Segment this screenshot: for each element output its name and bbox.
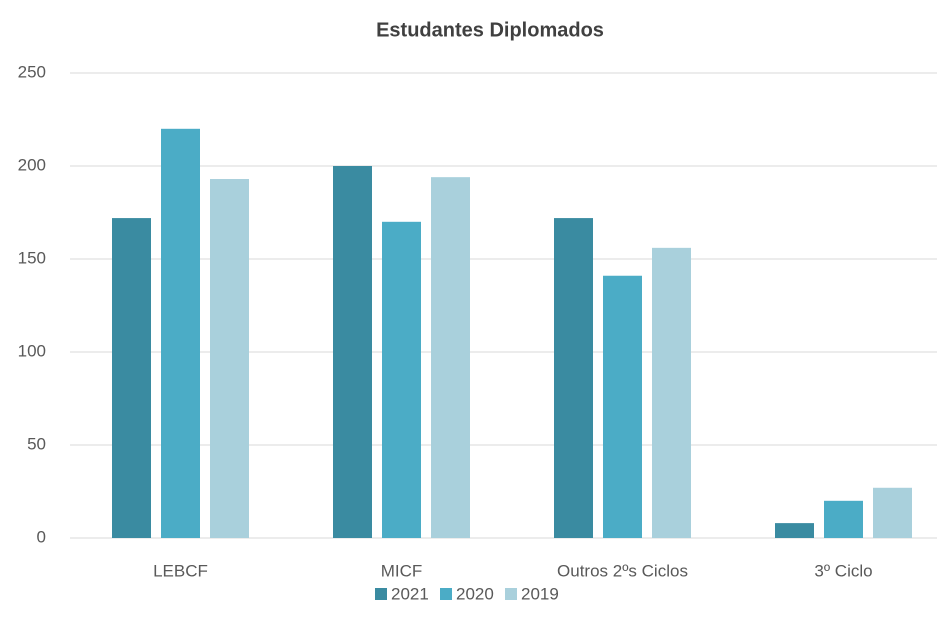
legend-swatch <box>440 588 452 600</box>
y-tick-label: 150 <box>18 248 46 267</box>
bar <box>824 500 863 538</box>
chart-title: Estudantes Diplomados <box>376 19 604 41</box>
x-tick-label: MICF <box>381 561 423 580</box>
y-tick-label: 0 <box>37 527 46 546</box>
bar <box>210 179 249 538</box>
y-tick-label: 200 <box>18 155 46 174</box>
legend-label: 2019 <box>521 584 559 603</box>
bar <box>112 218 151 538</box>
bar <box>873 487 912 538</box>
bar <box>161 128 200 539</box>
legend-label: 2020 <box>456 584 494 603</box>
x-tick-label: Outros 2ºs Ciclos <box>557 561 688 580</box>
y-tick-label: 250 <box>18 62 46 81</box>
bar <box>652 247 691 538</box>
bar <box>431 177 470 538</box>
bar <box>603 275 642 538</box>
bar <box>333 166 372 538</box>
legend-label: 2021 <box>391 584 429 603</box>
bar <box>775 523 814 538</box>
bar <box>554 218 593 538</box>
legend-swatch <box>375 588 387 600</box>
x-tick-label: LEBCF <box>153 561 208 580</box>
x-tick-label: 3º Ciclo <box>814 561 872 580</box>
legend-swatch <box>505 588 517 600</box>
y-tick-label: 50 <box>27 434 46 453</box>
bar <box>382 221 421 539</box>
y-tick-label: 100 <box>18 341 46 360</box>
